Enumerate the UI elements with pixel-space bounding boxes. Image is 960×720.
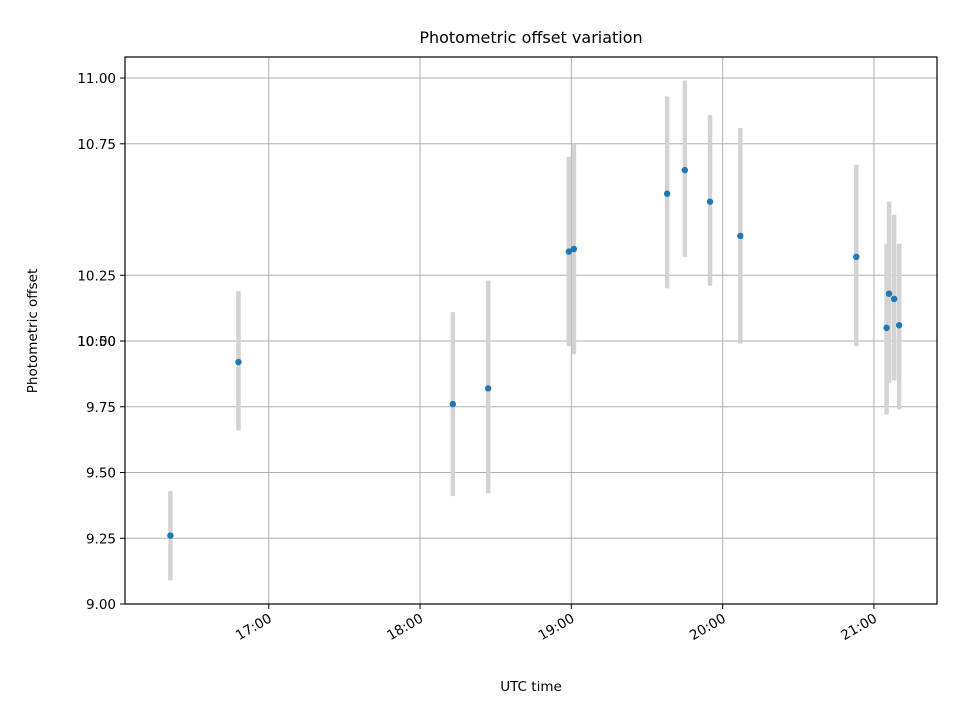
y-axis-ticks: 9.00 9.25 9.50 9.75 10.00 10.25 10:50 10.75 11.0… [77,71,125,613]
data-point [235,358,242,366]
data-point [449,400,457,408]
data-point [565,248,573,255]
data-point [737,232,744,240]
y-tick-label: 9.75 [86,400,116,416]
y-tick-label: 11.00 [77,71,116,87]
data-point [706,198,714,205]
data-point [890,295,898,303]
data-points [167,166,903,539]
plot-frame [124,56,938,605]
data-point [570,245,578,253]
data-point [167,532,174,539]
y-tick-label: 9.50 [86,466,116,482]
y-tick-label: 9.00 [86,597,116,613]
data-point [663,190,671,197]
y-tick-label: 10:50 [77,334,116,350]
data-point [484,385,492,392]
data-point [853,253,860,261]
y-tick-label: 10.75 [77,137,116,153]
data-point [895,322,903,329]
y-tick-label: 10.00 [77,334,116,350]
chart-title: Photometric offset variation [419,28,642,47]
data-point [681,166,689,174]
y-tick-label: 9.25 [86,531,116,547]
x-axis-label: UTC time [500,679,562,695]
y-tick-label: 10.25 [77,268,116,284]
data-point [883,324,890,332]
data-point [885,290,893,297]
y-axis-label: Photometric offset [25,269,41,393]
